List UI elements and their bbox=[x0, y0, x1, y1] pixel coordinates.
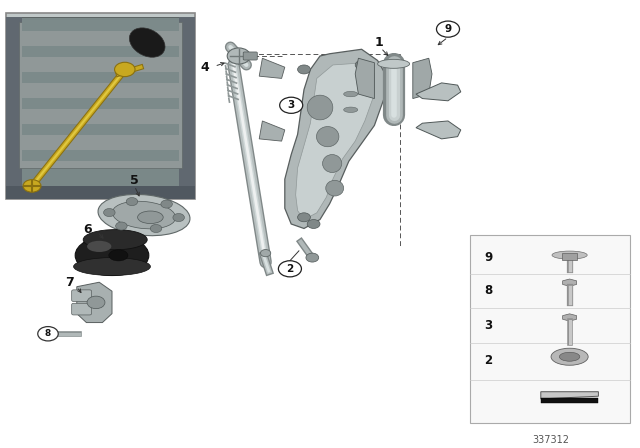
Text: 9: 9 bbox=[444, 24, 452, 34]
FancyBboxPatch shape bbox=[72, 290, 92, 302]
Ellipse shape bbox=[326, 180, 344, 196]
Circle shape bbox=[298, 65, 310, 74]
Text: 5: 5 bbox=[130, 173, 139, 187]
Polygon shape bbox=[6, 17, 22, 188]
Polygon shape bbox=[77, 282, 112, 323]
FancyBboxPatch shape bbox=[243, 52, 257, 60]
Circle shape bbox=[173, 214, 184, 222]
Text: 3: 3 bbox=[287, 100, 295, 110]
FancyBboxPatch shape bbox=[6, 186, 195, 199]
Polygon shape bbox=[296, 63, 374, 220]
FancyBboxPatch shape bbox=[22, 124, 179, 135]
Ellipse shape bbox=[307, 95, 333, 120]
Ellipse shape bbox=[317, 127, 339, 147]
Circle shape bbox=[87, 296, 105, 309]
Circle shape bbox=[104, 208, 115, 216]
FancyBboxPatch shape bbox=[6, 13, 195, 199]
Circle shape bbox=[280, 97, 303, 113]
Ellipse shape bbox=[323, 155, 342, 172]
Text: 8: 8 bbox=[45, 329, 51, 338]
FancyBboxPatch shape bbox=[22, 20, 179, 31]
Polygon shape bbox=[563, 314, 577, 321]
FancyBboxPatch shape bbox=[470, 235, 630, 423]
FancyBboxPatch shape bbox=[22, 46, 179, 57]
FancyBboxPatch shape bbox=[22, 150, 179, 161]
Circle shape bbox=[306, 253, 319, 262]
Ellipse shape bbox=[552, 251, 588, 259]
Polygon shape bbox=[19, 22, 182, 168]
Ellipse shape bbox=[74, 258, 150, 276]
Ellipse shape bbox=[129, 28, 165, 57]
Ellipse shape bbox=[344, 107, 358, 112]
Text: 1: 1 bbox=[374, 36, 383, 49]
Text: 7: 7 bbox=[65, 276, 74, 289]
Polygon shape bbox=[416, 83, 461, 101]
Circle shape bbox=[161, 200, 172, 208]
Polygon shape bbox=[413, 58, 432, 99]
Circle shape bbox=[38, 327, 58, 341]
Text: 337312: 337312 bbox=[532, 435, 569, 444]
FancyBboxPatch shape bbox=[22, 98, 179, 109]
Polygon shape bbox=[355, 58, 374, 99]
Ellipse shape bbox=[378, 59, 410, 68]
FancyBboxPatch shape bbox=[562, 253, 577, 260]
Text: 4: 4 bbox=[200, 60, 209, 74]
Circle shape bbox=[436, 21, 460, 37]
Text: 9: 9 bbox=[484, 251, 492, 264]
FancyBboxPatch shape bbox=[541, 398, 598, 403]
FancyBboxPatch shape bbox=[72, 303, 92, 315]
Circle shape bbox=[126, 198, 138, 206]
Ellipse shape bbox=[551, 348, 588, 365]
Ellipse shape bbox=[87, 241, 111, 252]
Polygon shape bbox=[541, 392, 598, 399]
Text: 2: 2 bbox=[286, 264, 294, 274]
Ellipse shape bbox=[112, 201, 176, 229]
Circle shape bbox=[278, 261, 301, 277]
Circle shape bbox=[307, 220, 320, 228]
Text: 8: 8 bbox=[484, 284, 492, 297]
Polygon shape bbox=[416, 121, 461, 139]
Circle shape bbox=[150, 224, 162, 233]
Ellipse shape bbox=[559, 352, 580, 361]
Text: 6: 6 bbox=[83, 223, 92, 236]
Polygon shape bbox=[179, 17, 195, 188]
Ellipse shape bbox=[138, 211, 163, 224]
Circle shape bbox=[355, 60, 368, 69]
Circle shape bbox=[298, 213, 310, 222]
FancyBboxPatch shape bbox=[22, 72, 179, 83]
Ellipse shape bbox=[109, 250, 128, 261]
Ellipse shape bbox=[83, 229, 147, 250]
Polygon shape bbox=[285, 49, 384, 228]
Circle shape bbox=[115, 62, 135, 77]
Polygon shape bbox=[10, 17, 192, 188]
Polygon shape bbox=[563, 279, 577, 286]
Ellipse shape bbox=[344, 91, 358, 97]
Circle shape bbox=[23, 180, 41, 192]
Circle shape bbox=[260, 250, 271, 257]
Ellipse shape bbox=[76, 235, 149, 276]
Circle shape bbox=[116, 222, 127, 230]
Polygon shape bbox=[259, 58, 285, 78]
Polygon shape bbox=[259, 121, 285, 141]
Ellipse shape bbox=[98, 194, 190, 236]
Circle shape bbox=[227, 48, 250, 64]
Text: 2: 2 bbox=[484, 354, 492, 367]
Text: 3: 3 bbox=[484, 319, 492, 332]
